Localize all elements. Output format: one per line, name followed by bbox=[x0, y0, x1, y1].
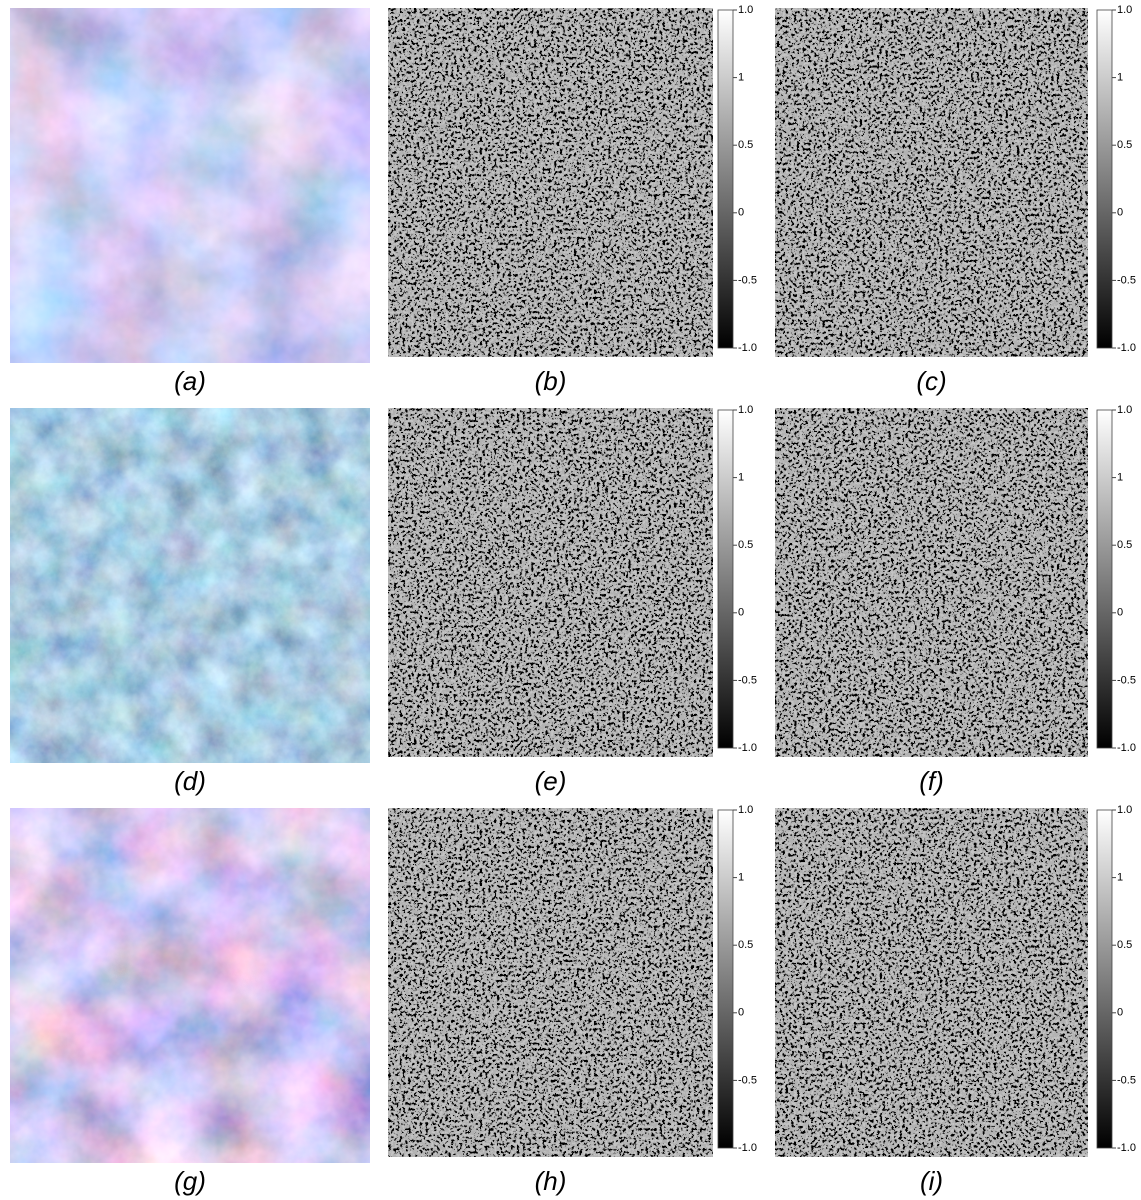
colorbar-tick-label: -0.5 bbox=[1117, 674, 1136, 686]
colorbar-tick-label: -1.0 bbox=[738, 342, 757, 354]
colorbar-tick-label: 1 bbox=[1117, 72, 1123, 84]
colorbar-tick-label: 1.0 bbox=[1117, 404, 1132, 416]
colorbar-tick-label: 0 bbox=[1117, 207, 1123, 219]
colorbar-tick-label: 1 bbox=[738, 72, 744, 84]
colorbar bbox=[718, 410, 733, 748]
colorbar-tick-label: -1.0 bbox=[738, 1142, 757, 1154]
difference-map bbox=[775, 8, 1088, 357]
colorbar-tick-label: -0.5 bbox=[738, 1074, 757, 1086]
colorbar bbox=[1097, 810, 1112, 1148]
colorbar-tick-label: 1.0 bbox=[738, 4, 753, 16]
colorbar bbox=[718, 810, 733, 1148]
difference-map bbox=[775, 808, 1088, 1157]
colorbar-tick-label: 0 bbox=[738, 607, 744, 619]
colorbar-tick-label: 0.5 bbox=[1117, 539, 1132, 551]
difference-map bbox=[388, 8, 713, 357]
colorbar-tick-label: 1 bbox=[1117, 472, 1123, 484]
colorbar-tick-label: -1.0 bbox=[738, 742, 757, 754]
panel-label: (c) bbox=[916, 366, 946, 396]
colorbar bbox=[718, 10, 733, 348]
panel-label: (h) bbox=[535, 1166, 567, 1196]
colorbar-tick-label: 0 bbox=[1117, 607, 1123, 619]
satellite-image bbox=[10, 8, 370, 363]
panel-label: (e) bbox=[535, 766, 567, 796]
colorbar-tick-label: -0.5 bbox=[738, 674, 757, 686]
colorbar-tick-label: 0.5 bbox=[738, 539, 753, 551]
colorbar-tick-label: -1.0 bbox=[1117, 342, 1136, 354]
colorbar-tick-label: 0.5 bbox=[1117, 939, 1132, 951]
colorbar-tick-label: 0 bbox=[738, 207, 744, 219]
panel-label: (d) bbox=[174, 766, 206, 796]
colorbar-tick-label: 1 bbox=[1117, 872, 1123, 884]
panel-label: (g) bbox=[174, 1166, 206, 1196]
panel-label: (i) bbox=[920, 1166, 943, 1196]
difference-map bbox=[388, 808, 713, 1157]
panel-label: (a) bbox=[174, 366, 206, 396]
colorbar-tick-label: 1.0 bbox=[738, 804, 753, 816]
colorbar-tick-label: 0 bbox=[1117, 1007, 1123, 1019]
colorbar-tick-label: -0.5 bbox=[738, 274, 757, 286]
colorbar bbox=[1097, 10, 1112, 348]
satellite-image bbox=[10, 408, 370, 763]
colorbar-tick-label: 1.0 bbox=[1117, 4, 1132, 16]
panel-label: (b) bbox=[535, 366, 567, 396]
colorbar bbox=[1097, 410, 1112, 748]
colorbar-tick-label: 0 bbox=[738, 1007, 744, 1019]
satellite-image bbox=[10, 808, 370, 1163]
colorbar-tick-label: -0.5 bbox=[1117, 274, 1136, 286]
panel-label: (f) bbox=[919, 766, 944, 796]
colorbar-tick-label: 0.5 bbox=[738, 939, 753, 951]
colorbar-tick-label: 1.0 bbox=[738, 404, 753, 416]
difference-map bbox=[775, 408, 1088, 757]
figure: (a) 1.0 1 0.5 0 -0.5 -1.0 (b) 1.0 1 0.5 0 -0.5 -1.0 (c… bbox=[0, 0, 1141, 1200]
colorbar-tick-label: -1.0 bbox=[1117, 1142, 1136, 1154]
colorbar-tick-label: 0.5 bbox=[738, 139, 753, 151]
colorbar-tick-label: 1 bbox=[738, 872, 744, 884]
colorbar-tick-label: 1.0 bbox=[1117, 804, 1132, 816]
colorbar-tick-label: -0.5 bbox=[1117, 1074, 1136, 1086]
colorbar-tick-label: -1.0 bbox=[1117, 742, 1136, 754]
colorbar-tick-label: 0.5 bbox=[1117, 139, 1132, 151]
colorbar-tick-label: 1 bbox=[738, 472, 744, 484]
difference-map bbox=[388, 408, 713, 757]
